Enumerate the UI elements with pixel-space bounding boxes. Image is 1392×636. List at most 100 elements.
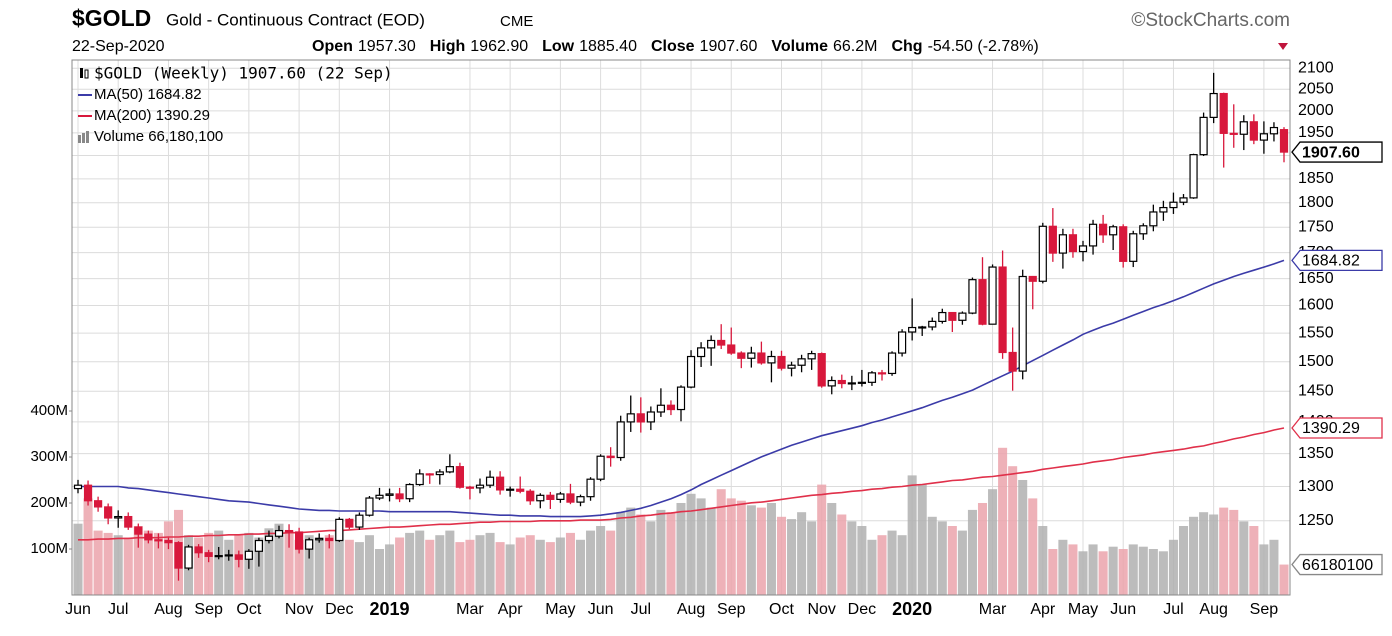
candle-body	[666, 404, 676, 411]
candle-body	[335, 518, 344, 542]
candle-body	[686, 355, 696, 388]
symbol: $GOLD	[72, 5, 151, 31]
candle-body	[797, 358, 806, 366]
candle-body	[1048, 225, 1057, 254]
candle-body	[224, 554, 233, 557]
volume-bar	[465, 539, 475, 595]
volume-bar	[113, 535, 123, 595]
volume-bar	[435, 535, 445, 595]
volume-bar	[857, 525, 867, 595]
candle-body	[415, 473, 424, 486]
candle-body	[174, 542, 183, 569]
volume-bar	[425, 539, 435, 595]
volume-bar	[867, 539, 877, 595]
volume-bar	[676, 502, 686, 595]
candle-body	[194, 546, 203, 554]
volume-bar	[194, 537, 204, 595]
x-tick-label: Mar	[456, 601, 484, 618]
stat-value: 1957.30	[358, 38, 416, 55]
candle-body	[234, 554, 243, 560]
candle-body	[264, 535, 274, 542]
candle-body	[536, 494, 545, 502]
volume-bar	[897, 535, 907, 595]
volume-bar	[274, 523, 284, 595]
volume-bar	[1219, 507, 1229, 595]
candle-body	[847, 382, 856, 385]
candle-body	[908, 326, 917, 333]
candle-body	[958, 312, 967, 321]
candle-body	[636, 413, 645, 423]
volume-bar	[1249, 525, 1259, 595]
ma-box	[1291, 249, 1383, 272]
x-tick-label: 2019	[370, 599, 410, 619]
volume-bar	[214, 530, 224, 595]
y-tick-label: 1250	[1298, 512, 1334, 529]
plot	[72, 60, 1290, 595]
candle-body	[144, 533, 153, 541]
x-tick-label: Mar	[979, 601, 1007, 618]
ma-box	[1291, 417, 1383, 439]
candle-body	[747, 352, 756, 359]
x-tick-label: Aug	[1199, 601, 1227, 618]
instrument-name: Gold - Continuous Contract (EOD)	[166, 10, 425, 29]
volume-label: 66180100	[1302, 557, 1373, 574]
volume-bar	[525, 535, 535, 595]
volume-bar	[264, 528, 274, 595]
volume-bar	[1148, 548, 1158, 595]
candle-body	[1109, 226, 1118, 236]
candle-body	[867, 372, 877, 383]
candle-body	[365, 497, 374, 516]
x-tick-label: May	[545, 601, 575, 618]
candle-body	[918, 326, 927, 329]
volume-tick-label: 300M	[30, 448, 68, 465]
candle-body	[1209, 92, 1218, 118]
candle-body	[244, 550, 253, 560]
volume-bar	[103, 532, 113, 595]
candle-body	[1169, 201, 1178, 209]
candle-body	[1028, 275, 1037, 282]
volume-bar	[455, 542, 465, 595]
volume-bar	[827, 502, 837, 595]
x-tick-label: Jul	[631, 601, 651, 618]
y-tick-label: 1550	[1298, 324, 1334, 341]
candle-body	[274, 529, 284, 537]
stat-label: Low	[542, 38, 575, 55]
candle-body	[254, 539, 263, 552]
volume-bar	[163, 521, 173, 595]
candle-body	[1149, 211, 1158, 227]
candle-body	[73, 484, 83, 490]
y-tick-label: 1350	[1298, 445, 1334, 462]
stat-value: 1885.40	[579, 38, 637, 55]
y-tick-label: 1800	[1298, 194, 1334, 211]
candle-body	[807, 353, 816, 360]
candle-body	[154, 539, 163, 542]
candle-body	[385, 493, 394, 496]
volume-bar	[1168, 539, 1178, 595]
volume-bar	[385, 544, 395, 595]
legend-icon	[86, 131, 89, 143]
y-tick-label: 2100	[1298, 59, 1334, 76]
volume-bar	[495, 542, 505, 595]
volume-bar	[485, 532, 495, 595]
candle-body	[93, 500, 103, 508]
volume-bar	[1018, 479, 1028, 595]
volume-bar	[1128, 544, 1138, 595]
candle-body	[1179, 197, 1188, 203]
x-tick-label: May	[1068, 601, 1098, 618]
volume-bar	[1068, 544, 1078, 595]
y-tick-label: 1850	[1298, 170, 1334, 187]
candle-body	[767, 355, 776, 364]
x-tick-label: Jul	[108, 601, 128, 618]
candle-body	[305, 539, 314, 550]
y-tick-label: 1650	[1298, 270, 1334, 287]
stat-value: 66.2M	[833, 38, 877, 55]
stats: Open 1957.30 High 1962.90 Low 1885.40 Close 190…	[312, 38, 1039, 55]
candle-body	[465, 486, 475, 489]
candle-body	[787, 364, 796, 369]
candle-body	[887, 352, 897, 375]
candle-body	[576, 496, 585, 503]
down-arrow	[1278, 43, 1288, 50]
volume-bar	[1118, 548, 1128, 595]
candle-body	[566, 493, 575, 503]
volume-bar	[344, 539, 354, 595]
